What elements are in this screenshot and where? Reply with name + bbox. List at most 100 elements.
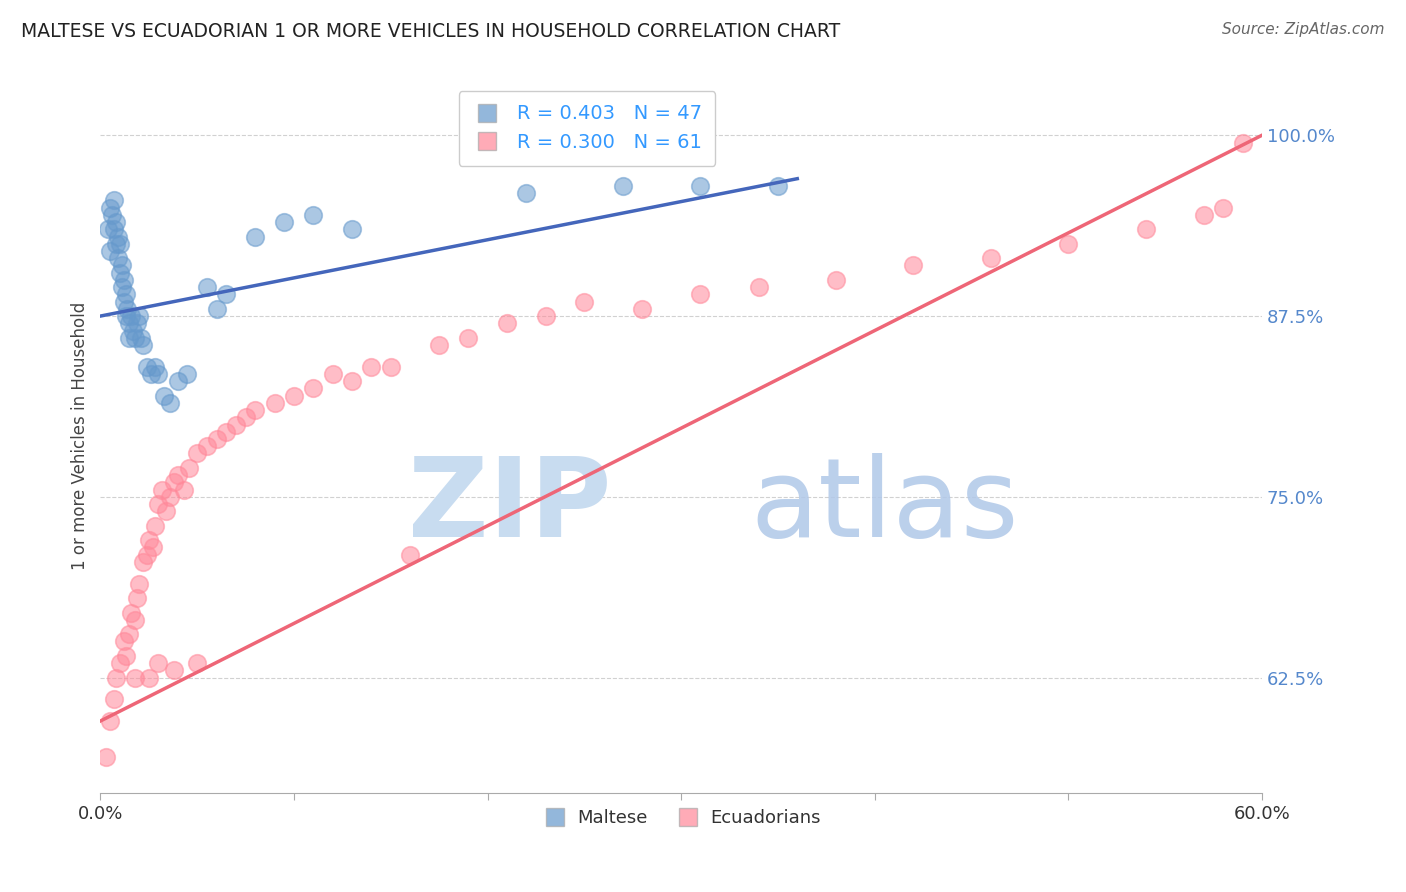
Point	[132, 338, 155, 352]
Point	[322, 367, 344, 381]
Point	[143, 518, 166, 533]
Y-axis label: 1 or more Vehicles in Household: 1 or more Vehicles in Household	[72, 301, 89, 569]
Point	[340, 222, 363, 236]
Point	[132, 555, 155, 569]
Point	[534, 309, 557, 323]
Point	[104, 215, 127, 229]
Point	[215, 425, 238, 439]
Point	[97, 222, 120, 236]
Point	[748, 280, 770, 294]
Point	[1192, 208, 1215, 222]
Legend: Maltese, Ecuadorians: Maltese, Ecuadorians	[534, 802, 828, 834]
Point	[117, 301, 139, 316]
Point	[215, 287, 238, 301]
Point	[399, 548, 422, 562]
Point	[1232, 136, 1254, 150]
Point	[124, 671, 146, 685]
Point	[118, 316, 141, 330]
Point	[173, 483, 195, 497]
Point	[166, 374, 188, 388]
Point	[186, 656, 208, 670]
Point	[128, 576, 150, 591]
Point	[205, 432, 228, 446]
Point	[235, 410, 257, 425]
Point	[120, 309, 142, 323]
Point	[118, 331, 141, 345]
Point	[129, 331, 152, 345]
Point	[114, 309, 136, 323]
Point	[163, 664, 186, 678]
Point	[153, 389, 176, 403]
Point	[103, 222, 125, 236]
Point	[108, 266, 131, 280]
Point	[427, 338, 450, 352]
Point	[166, 468, 188, 483]
Point	[108, 656, 131, 670]
Point	[283, 389, 305, 403]
Point	[766, 178, 789, 193]
Point	[103, 692, 125, 706]
Point	[150, 483, 173, 497]
Point	[980, 251, 1002, 265]
Point	[186, 446, 208, 460]
Point	[124, 331, 146, 345]
Point	[825, 273, 848, 287]
Point	[127, 316, 149, 330]
Point	[98, 714, 121, 728]
Point	[104, 671, 127, 685]
Point	[101, 208, 124, 222]
Point	[103, 194, 125, 208]
Point	[104, 236, 127, 251]
Point	[155, 504, 177, 518]
Point	[159, 490, 181, 504]
Point	[142, 541, 165, 555]
Point	[360, 359, 382, 374]
Point	[903, 259, 925, 273]
Point	[148, 497, 170, 511]
Point	[120, 606, 142, 620]
Point	[245, 229, 267, 244]
Point	[112, 273, 135, 287]
Point	[143, 359, 166, 374]
Point	[138, 533, 160, 548]
Point	[195, 280, 218, 294]
Point	[96, 750, 118, 764]
Point	[112, 294, 135, 309]
Point	[302, 208, 325, 222]
Point	[1135, 222, 1157, 236]
Point	[107, 229, 129, 244]
Point	[612, 178, 634, 193]
Point	[127, 591, 149, 606]
Text: MALTESE VS ECUADORIAN 1 OR MORE VEHICLES IN HOUSEHOLD CORRELATION CHART: MALTESE VS ECUADORIAN 1 OR MORE VEHICLES…	[21, 22, 841, 41]
Point	[138, 671, 160, 685]
Point	[159, 396, 181, 410]
Point	[139, 367, 162, 381]
Point	[574, 294, 596, 309]
Point	[128, 309, 150, 323]
Point	[135, 548, 157, 562]
Point	[195, 439, 218, 453]
Point	[148, 367, 170, 381]
Point	[273, 215, 295, 229]
Point	[135, 359, 157, 374]
Point	[176, 367, 198, 381]
Point	[1057, 236, 1080, 251]
Point	[179, 461, 201, 475]
Text: Source: ZipAtlas.com: Source: ZipAtlas.com	[1222, 22, 1385, 37]
Point	[689, 178, 711, 193]
Point	[205, 301, 228, 316]
Point	[340, 374, 363, 388]
Point	[108, 236, 131, 251]
Point	[98, 201, 121, 215]
Point	[225, 417, 247, 432]
Point	[263, 396, 285, 410]
Point	[163, 475, 186, 490]
Point	[148, 656, 170, 670]
Point	[98, 244, 121, 258]
Point	[112, 634, 135, 648]
Point	[124, 613, 146, 627]
Point	[118, 627, 141, 641]
Point	[689, 287, 711, 301]
Point	[114, 287, 136, 301]
Point	[380, 359, 402, 374]
